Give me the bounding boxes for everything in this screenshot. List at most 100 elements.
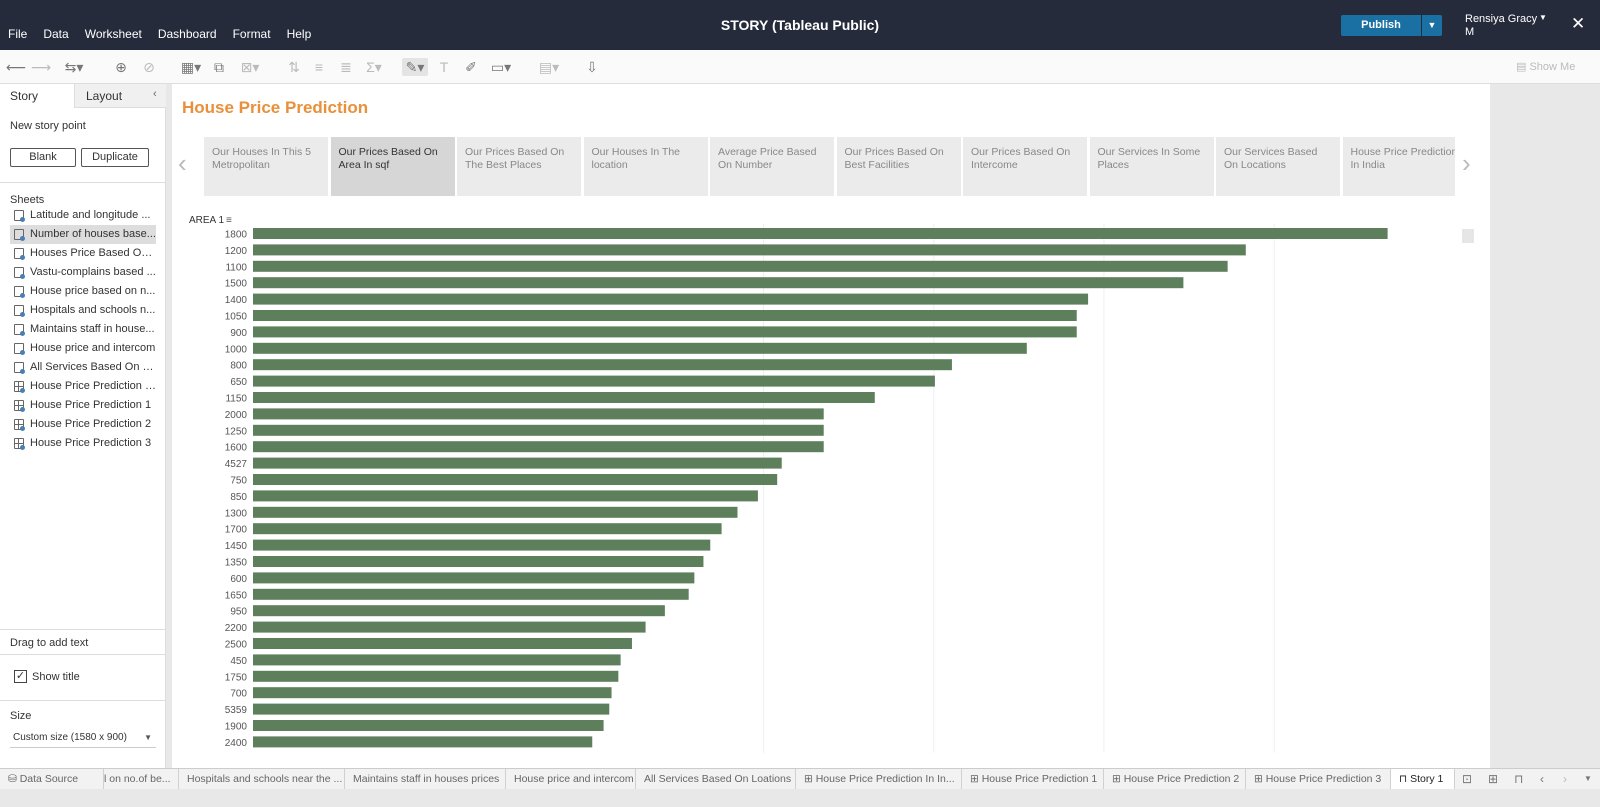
publish-dropdown-icon[interactable]: ▼: [1422, 15, 1442, 36]
bar[interactable]: [253, 359, 952, 371]
user-menu[interactable]: Rensiya Gracy M: [1465, 13, 1555, 39]
drag-to-add-text[interactable]: Drag to add text: [10, 637, 89, 649]
story-point[interactable]: House Price Prediction In India: [1342, 137, 1455, 196]
undo-icon[interactable]: ⟵: [6, 59, 27, 75]
story-tab[interactable]: ⊓ Story 1: [1391, 769, 1455, 789]
sheet-item[interactable]: House price and intercom: [10, 339, 156, 358]
new-story-icon[interactable]: ⊓: [1514, 772, 1524, 786]
story-point[interactable]: Our Houses In This 5 Metropolitan: [204, 137, 328, 196]
dashboard-tab[interactable]: ⊞ House Price Prediction 2: [1104, 769, 1246, 789]
sheet-tab[interactable]: All Services Based On Loations: [636, 769, 796, 789]
scroll-right-icon[interactable]: ›: [1563, 772, 1567, 786]
bar[interactable]: [253, 228, 1388, 239]
bar[interactable]: [253, 621, 646, 633]
sheet-item[interactable]: All Services Based On L...: [10, 358, 156, 377]
sort-descending-icon[interactable]: ≣: [340, 59, 352, 75]
dashboard-tab[interactable]: ⊞ House Price Prediction 1: [962, 769, 1104, 789]
sheet-tab[interactable]: House price and intercom: [506, 769, 636, 789]
sheet-item[interactable]: Vastu-complains based ...: [10, 263, 156, 282]
replay-icon[interactable]: ⇆▾: [64, 59, 84, 75]
bar[interactable]: [253, 424, 824, 436]
labels-icon[interactable]: T: [439, 59, 449, 75]
bar[interactable]: [253, 654, 621, 666]
collapse-panel-icon[interactable]: ‹: [153, 88, 157, 100]
swap-icon[interactable]: ⇅: [288, 59, 300, 75]
sheet-item[interactable]: Houses Price Based On ...: [10, 244, 156, 263]
sheet-item[interactable]: House price based on n...: [10, 282, 156, 301]
sheet-tab[interactable]: l on no.of be...: [104, 769, 179, 789]
sheet-item[interactable]: Maintains staff in house...: [10, 320, 156, 339]
sheet-item[interactable]: Latitude and longitude ...: [10, 206, 156, 225]
chevron-left-icon[interactable]: ‹: [178, 148, 187, 178]
tab-layout[interactable]: Layout: [74, 84, 166, 108]
menu-file[interactable]: File: [8, 27, 28, 41]
bar[interactable]: [253, 375, 935, 387]
bar[interactable]: [253, 457, 782, 469]
new-data-source-icon[interactable]: ⊕: [115, 59, 127, 75]
bar[interactable]: [253, 326, 1077, 338]
story-point[interactable]: Our Services In Some Places: [1089, 137, 1214, 196]
sheet-item[interactable]: House Price Prediction 3: [10, 434, 156, 453]
bar[interactable]: [253, 638, 632, 649]
tab-story[interactable]: Story: [0, 84, 74, 108]
bar[interactable]: [253, 244, 1246, 256]
sheet-item[interactable]: House Price Prediction 1: [10, 396, 156, 415]
bar[interactable]: [253, 474, 778, 485]
story-point[interactable]: Our Houses In The location: [583, 137, 708, 196]
bar[interactable]: [253, 490, 758, 502]
sheet-item[interactable]: Hospitals and schools n...: [10, 301, 156, 320]
bar[interactable]: [253, 293, 1089, 305]
sheet-item[interactable]: House Price Prediction 2: [10, 415, 156, 434]
sheet-item[interactable]: Number of houses base...: [10, 225, 156, 244]
totals-icon[interactable]: Σ▾: [366, 59, 382, 75]
close-icon[interactable]: ✕: [1571, 14, 1586, 33]
tab-data-source[interactable]: ⛁ Data Source: [0, 769, 104, 789]
duplicate-button[interactable]: Duplicate: [81, 148, 149, 167]
new-dashboard-icon[interactable]: ⊞: [1488, 772, 1499, 786]
pause-updates-icon[interactable]: ⊘: [143, 59, 155, 75]
bar[interactable]: [253, 392, 875, 403]
duplicate-sheet-icon[interactable]: ⧉: [214, 59, 224, 75]
story-point[interactable]: Average Price Based On Number: [710, 137, 834, 196]
bar[interactable]: [253, 260, 1228, 272]
sheet-tab[interactable]: Hospitals and schools near the ...: [179, 769, 345, 789]
show-title-checkbox[interactable]: ✓ Show title: [14, 670, 80, 683]
bar[interactable]: [253, 441, 824, 453]
fit-icon[interactable]: ▭▾: [490, 59, 512, 75]
annotate-icon[interactable]: ✐: [465, 59, 477, 75]
bar[interactable]: [253, 605, 665, 617]
dashboard-tab[interactable]: ⊞ House Price Prediction In In...: [796, 769, 962, 789]
tab-menu-icon[interactable]: ▼: [1584, 774, 1592, 783]
story-point[interactable]: Our Services Based On Locations: [1216, 137, 1340, 196]
publish-button[interactable]: Publish: [1341, 15, 1421, 36]
bar[interactable]: [253, 310, 1077, 321]
bar[interactable]: [253, 556, 704, 567]
story-point[interactable]: Our Prices Based On Intercome: [963, 137, 1087, 196]
menu-format[interactable]: Format: [232, 27, 271, 41]
scroll-left-icon[interactable]: ‹: [1540, 772, 1544, 786]
presentation-icon[interactable]: ⇩: [586, 59, 598, 75]
bar[interactable]: [253, 736, 593, 748]
bar[interactable]: [253, 687, 612, 699]
sheet-tab[interactable]: Maintains staff in houses prices: [345, 769, 506, 789]
show-me-button[interactable]: ▤ Show Me: [1516, 60, 1575, 73]
show-cards-icon[interactable]: ▤▾: [538, 59, 560, 75]
bar[interactable]: [253, 523, 722, 535]
story-point[interactable]: Our Prices Based On Best Facilities: [836, 137, 961, 196]
menu-dashboard[interactable]: Dashboard: [157, 27, 217, 41]
bar[interactable]: [253, 506, 738, 518]
menu-help[interactable]: Help: [286, 27, 312, 41]
sheet-item[interactable]: House Price Prediction I...: [10, 377, 156, 396]
bar[interactable]: [253, 408, 824, 420]
bar[interactable]: [253, 342, 1027, 354]
redo-icon[interactable]: ⟶: [31, 59, 52, 75]
highlight-icon[interactable]: ✎▾: [402, 58, 428, 76]
menu-data[interactable]: Data: [43, 27, 69, 41]
bar[interactable]: [253, 572, 695, 584]
user-caret-icon[interactable]: ▼: [1539, 13, 1547, 22]
new-worksheet-icon[interactable]: ⊡: [1462, 772, 1473, 786]
bar[interactable]: [253, 703, 610, 715]
bar[interactable]: [253, 720, 604, 731]
menu-worksheet[interactable]: Worksheet: [84, 27, 142, 41]
sort-icon[interactable]: ≡: [226, 215, 232, 226]
